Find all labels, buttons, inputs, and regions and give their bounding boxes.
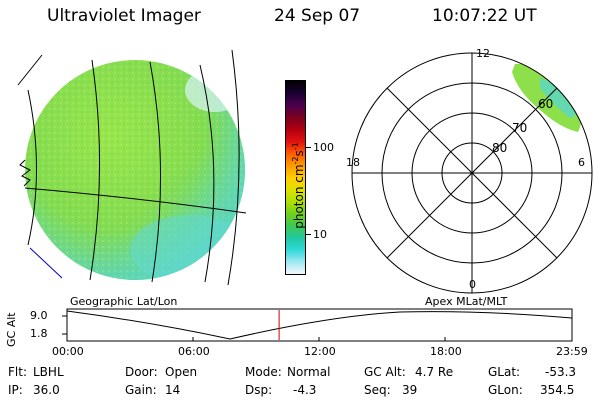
- colorbar-label-10: 10: [313, 228, 327, 241]
- glon-label: GLon:: [488, 383, 523, 397]
- colorbar-tick: [306, 234, 311, 235]
- seq-value: 39: [402, 383, 418, 397]
- time-tick-0600: 06:00: [178, 345, 210, 358]
- earth-disk-image: [17, 49, 247, 286]
- dsp-label: Dsp:: [245, 383, 273, 397]
- mlt-label-12: 12: [476, 47, 490, 60]
- colorbar-label-100: 100: [313, 141, 334, 154]
- instrument-title: Ultraviolet Imager: [47, 6, 201, 26]
- altitude-timeline: [62, 308, 573, 342]
- gcalt-label: GC Alt:: [364, 365, 406, 379]
- mlt-label-0: 0: [469, 278, 476, 291]
- mlat-label-70: 70: [512, 121, 528, 135]
- mlat-label-60: 60: [538, 97, 554, 111]
- colorbar-tick: [306, 147, 311, 148]
- flt-value: LBHL: [33, 365, 64, 379]
- glat-value: -53.3: [545, 365, 577, 379]
- glat-label: GLat:: [488, 365, 521, 379]
- colorbar-unit-label: photon cm-2s-1: [290, 142, 306, 229]
- dsp-value: -4.3: [293, 383, 317, 397]
- seq-label: Seq:: [364, 383, 391, 397]
- mlat-label-80: 80: [492, 141, 508, 155]
- time-tick-0000: 00:00: [52, 345, 84, 358]
- time-tick-1800: 18:00: [430, 345, 462, 358]
- glon-value: 354.5: [540, 383, 575, 397]
- gain-label: Gain:: [125, 383, 157, 397]
- door-label: Door:: [125, 365, 158, 379]
- apex-caption: Apex MLat/MLT: [425, 295, 508, 308]
- door-value: Open: [165, 365, 198, 379]
- flt-label: Flt:: [8, 365, 27, 379]
- mode-label: Mode:: [245, 365, 282, 379]
- mlt-label-18: 18: [346, 156, 360, 169]
- alt-min-label: 1.8: [30, 327, 48, 340]
- mode-value: Normal: [287, 365, 331, 379]
- polar-mlt-plot: [351, 52, 593, 294]
- geographic-caption: Geographic Lat/Lon: [70, 295, 178, 308]
- image-time: 10:07:22 UT: [432, 6, 537, 26]
- mlt-label-6: 6: [578, 156, 585, 169]
- image-date: 24 Sep 07: [274, 6, 361, 26]
- ip-label: IP:: [8, 383, 23, 397]
- gc-alt-axis-label: GC Alt: [5, 312, 18, 347]
- time-tick-1200: 12:00: [304, 345, 336, 358]
- gain-value: 14: [165, 383, 181, 397]
- alt-max-label: 9.0: [30, 309, 48, 322]
- intensity-colorbar: [285, 80, 306, 275]
- time-tick-2359: 23:59: [556, 345, 588, 358]
- gcalt-value: 4.7 Re: [415, 365, 454, 379]
- ip-value: 36.0: [33, 383, 60, 397]
